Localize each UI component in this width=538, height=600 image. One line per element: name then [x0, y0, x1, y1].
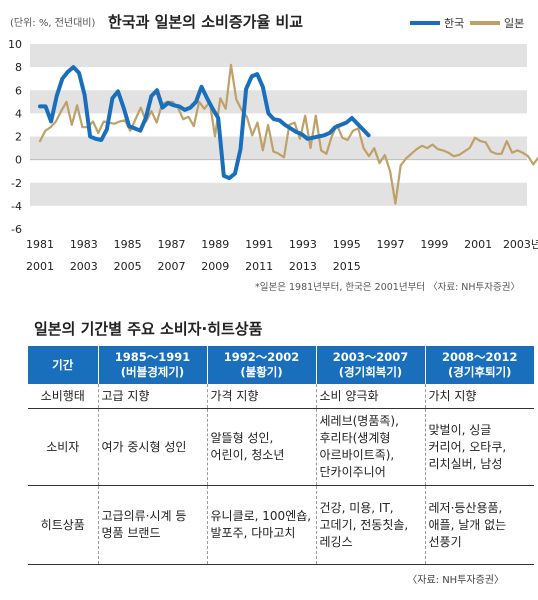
y-axis: -6 -4 -2 0 2 4 6 8 10 [8, 38, 22, 236]
x-tick-label-japan: 1981 [26, 238, 54, 251]
y-tick-label: 8 [15, 61, 22, 74]
y-tick-label: 0 [15, 154, 22, 167]
y-tick-label: 2 [15, 131, 22, 144]
header-period-range: 1992～2002 [223, 350, 300, 364]
series-line-japan [38, 63, 538, 205]
legend-label-japan: 일본 [504, 16, 524, 30]
consumer-table-section: 일본의 기간별 주요 소비자·히트상품 기간 1985～1991 (버블경제기) … [28, 318, 534, 586]
table-cell: 레저·등산용품, 애플, 날개 없는 선풍기 [425, 485, 534, 565]
header-period-subtitle: (불황기) [240, 365, 283, 379]
x-tick-label-japan: 1987 [157, 238, 185, 251]
legend-label-korea: 한국 [444, 17, 464, 30]
grid-band [30, 44, 527, 68]
header-period-subtitle: (버블경제기) [120, 365, 185, 379]
header-period: 1985～1991 (버블경제기) [98, 346, 208, 384]
x-tick-label-korea: 2013 [289, 260, 317, 273]
y-tick-label: 4 [15, 107, 22, 120]
table-header-row: 기간 1985～1991 (버블경제기) 1992～2002 (불황기) 2003～… [28, 346, 534, 384]
header-period-range: 2003～2007 [332, 350, 409, 364]
table-row: 히트상품 고급의류·시계 등 명품 브랜드 유니클로, 100엔숍, 발포주, … [28, 485, 534, 565]
chart-title: 한국과 일본의 소비증가율 비교 [108, 13, 303, 31]
table-cell: 고급의류·시계 등 명품 브랜드 [98, 485, 208, 565]
x-tick-label-japan: 1985 [114, 238, 142, 251]
grid-band [30, 182, 527, 206]
legend: 한국 일본 [410, 16, 524, 30]
chart-note: *일본은 1981년부터, 한국은 2001년부터 〈자료: NH투자증권〉 [255, 281, 520, 293]
table-cell: 세레브(명품족), 후리타(생계형 아르바이트족), 단카이주니어 [316, 408, 426, 486]
y-tick-label: 6 [15, 84, 22, 97]
grid-band [30, 90, 527, 114]
x-tick-label-japan: 1993 [289, 238, 317, 251]
x-tick-label-korea: 2003 [70, 260, 98, 273]
table-cell: 가치 지향 [425, 384, 534, 409]
header-period-range: 2008～2012 [441, 350, 518, 364]
row-header: 히트상품 [28, 485, 99, 565]
table-cell: 여가 중시형 성인 [98, 408, 208, 486]
x-tick-label-japan: 1997 [377, 238, 405, 251]
header-period: 2003～2007 (경기회복기) [316, 346, 426, 384]
table-cell: 알뜰형 성인, 어린이, 청소년 [207, 408, 317, 486]
table-cell: 맞벌이, 싱글 커리어, 오타쿠, 리치실버, 남성 [425, 408, 534, 486]
row-header: 소비자 [28, 408, 99, 486]
x-axis: 1981 1983 1985 1987 1989 1991 1993 1995 1997 1999… [26, 238, 538, 273]
series-line-korea [38, 65, 371, 181]
table-row: 소비자 여가 중시형 성인 알뜰형 성인, 어린이, 청소년 세레브(명품족),… [28, 408, 534, 486]
table-cell: 가격 지향 [207, 384, 317, 409]
consumption-growth-chart: (단위: %, 전년대비) 한국과 일본의 소비증가율 비교 -6 -4 -2 0 2 4… [8, 13, 538, 293]
table-row: 소비행태 고급 지향 가격 지향 소비 양극화 가치 지향 [28, 384, 534, 409]
x-tick-label-korea: 2015 [333, 260, 361, 273]
y-tick-label: -6 [11, 223, 22, 236]
header-corner: 기간 [28, 346, 99, 384]
x-tick-label-japan: 1999 [420, 238, 448, 251]
chart-unit-label: (단위: %, 전년대비) [10, 16, 96, 29]
header-period-subtitle: (경기후퇴기) [448, 365, 512, 379]
x-tick-label-korea: 2011 [245, 260, 273, 273]
x-tick-label-korea: 2001 [26, 260, 54, 273]
x-tick-label-korea: 2007 [157, 260, 185, 273]
x-tick-label-japan: 1983 [70, 238, 98, 251]
y-tick-label: 10 [8, 38, 22, 51]
header-period: 2008～2012 (경기후퇴기) [425, 346, 534, 384]
grid-bands [30, 44, 527, 206]
x-tick-label-japan: 1989 [201, 238, 229, 251]
table-cell: 고급 지향 [98, 384, 208, 409]
series-lines [38, 63, 538, 205]
x-tick-label-korea: 2005 [114, 260, 142, 273]
x-tick-label-japan: 2003년 [503, 238, 538, 251]
consumer-hit-product-table: 기간 1985～1991 (버블경제기) 1992～2002 (불황기) 2003～… [28, 346, 534, 565]
table-cell: 건강, 미용, IT, 고데기, 전동칫솔, 레깅스 [316, 485, 426, 565]
table-source: 〈자료: NH투자증권〉 [407, 575, 504, 586]
x-tick-label-japan: 2001 [464, 238, 492, 251]
grid-band [30, 136, 527, 160]
header-period-subtitle: (경기회복기) [338, 365, 403, 379]
table-cell: 유니클로, 100엔숍, 발포주, 다마고치 [207, 485, 317, 565]
y-tick-label: -2 [11, 177, 22, 190]
table-cell: 소비 양극화 [316, 384, 426, 409]
header-period-range: 1985～1991 [114, 350, 191, 364]
x-tick-label-japan: 1991 [245, 238, 273, 251]
y-tick-label: -4 [11, 200, 22, 213]
table-title: 일본의 기간별 주요 소비자·히트상품 [34, 320, 263, 338]
row-header: 소비행태 [28, 384, 99, 409]
x-tick-label-japan: 1995 [333, 238, 361, 251]
header-period: 1992～2002 (불황기) [207, 346, 317, 384]
x-tick-label-korea: 2009 [201, 260, 229, 273]
